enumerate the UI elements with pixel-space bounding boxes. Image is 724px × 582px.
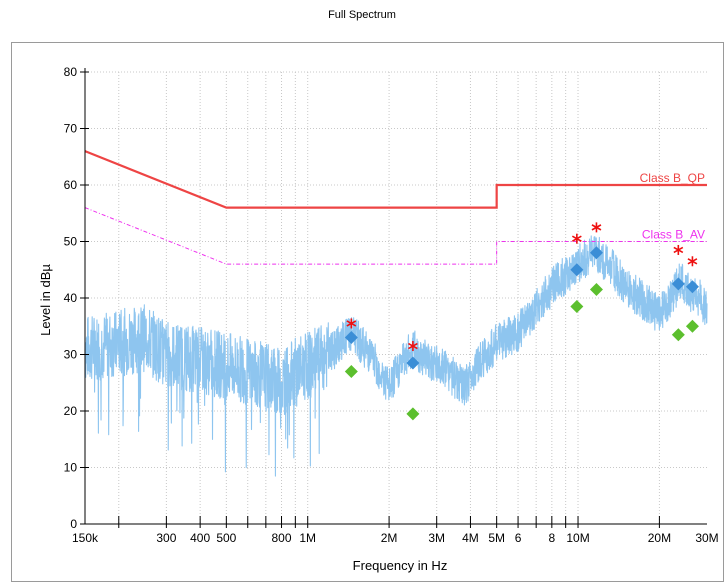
- average-diamond-marker: [406, 407, 420, 421]
- limit-label-av: Class B_AV: [642, 228, 705, 242]
- y-tick-label: 0: [70, 517, 77, 531]
- x-tick-label: 150k: [72, 531, 99, 545]
- grid-layer: [85, 71, 707, 525]
- quasi-peak-diamond-marker: [344, 331, 358, 345]
- y-tick-label: 40: [64, 291, 78, 305]
- y-tick-label: 80: [64, 65, 78, 79]
- y-tick-label: 70: [64, 122, 78, 136]
- peak-star-marker: [673, 244, 684, 255]
- x-tick-label: 3M: [428, 531, 445, 545]
- average-diamond-marker: [671, 328, 685, 342]
- x-tick-label: 4M: [462, 531, 479, 545]
- spectrum-trace: [84, 235, 708, 477]
- average-diamond-marker: [570, 299, 584, 313]
- y-axis-title: Level in dBµ: [38, 264, 53, 336]
- axes-layer: 0 10 20 30 40 50 60 70 80 150k 300 400 500 800 1M 2M 3M 4…: [64, 65, 719, 545]
- x-tick-label: 300: [156, 531, 176, 545]
- average-diamond-marker: [344, 364, 358, 378]
- y-tick-label: 20: [64, 404, 78, 418]
- x-tick-label: 6: [515, 531, 522, 545]
- quasi-peak-diamond-marker: [589, 246, 603, 260]
- x-tick-label: 10M: [566, 531, 589, 545]
- x-axis-title: Frequency in Hz: [353, 558, 448, 573]
- limit-lines-layer: Class B_QP Class B_AV: [84, 150, 707, 265]
- peak-star-marker: [408, 341, 418, 352]
- quasi-peak-diamond-marker: [406, 356, 420, 370]
- x-tick-label: 20M: [648, 531, 671, 545]
- y-tick-label: 50: [64, 235, 78, 249]
- x-tick-label: 400: [190, 531, 210, 545]
- quasi-peak-diamond-marker: [685, 280, 699, 294]
- average-diamond-marker: [589, 283, 603, 297]
- x-tick-label: 800: [272, 531, 292, 545]
- x-tick-label: 5M: [488, 531, 505, 545]
- y-tick-label: 60: [64, 178, 78, 192]
- limit-line-qp: [84, 150, 707, 209]
- x-tick-label: 8: [548, 531, 555, 545]
- limit-label-qp: Class B_QP: [640, 171, 705, 185]
- average-diamond-marker: [685, 319, 699, 333]
- peak-star-marker: [687, 256, 698, 267]
- chart-title: Full Spectrum: [328, 9, 396, 21]
- x-tick-label: 2M: [381, 531, 398, 545]
- x-tick-label: 500: [216, 531, 236, 545]
- spectrum-layer: [84, 235, 708, 477]
- markers-layer: [344, 222, 699, 421]
- x-tick-label: 30M: [695, 531, 718, 545]
- peak-star-marker: [591, 222, 602, 233]
- quasi-peak-diamond-marker: [671, 277, 685, 291]
- y-tick-label: 30: [64, 348, 78, 362]
- x-tick-label: 1M: [299, 531, 316, 545]
- y-tick-label: 10: [64, 461, 78, 475]
- quasi-peak-diamond-marker: [570, 263, 584, 277]
- limit-line-av: [84, 207, 707, 265]
- peak-star-marker: [571, 233, 582, 244]
- peak-star-marker: [346, 318, 357, 329]
